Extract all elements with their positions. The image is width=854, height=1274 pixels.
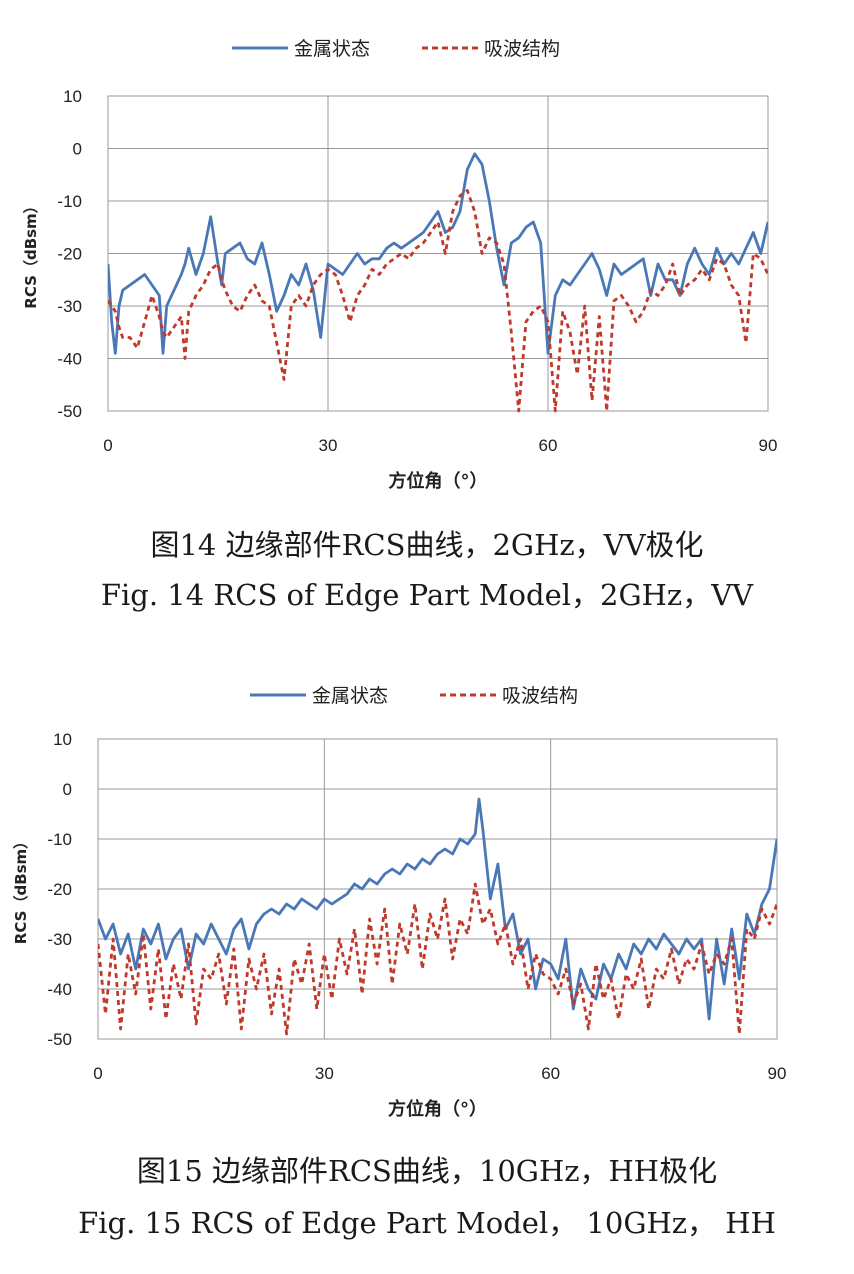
figure-14-caption-en: Fig. 14 RCS of Edge Part Model，2GHz，VV — [100, 578, 754, 612]
figure-15: 10 0 -10 -20 -30 -40 -50 0 30 60 90 方位角（°） RCS（dBsm）… — [0, 660, 854, 1240]
x-tick-label: 30 — [319, 436, 338, 455]
y-tick-label: -30 — [47, 930, 72, 949]
y-tick-label: -10 — [47, 830, 72, 849]
y-tick-label: -10 — [57, 192, 82, 211]
y-axis-label: RCS（dBsm） — [22, 198, 40, 308]
y-tick-label: -50 — [57, 402, 82, 421]
y-axis-label: RCS（dBsm） — [12, 834, 30, 944]
x-tick-label: 90 — [759, 436, 778, 455]
legend-label: 吸波结构 — [484, 38, 560, 60]
y-tick-label: -20 — [47, 880, 72, 899]
x-tick-label: 30 — [315, 1064, 334, 1083]
x-tick-label: 0 — [103, 436, 112, 455]
figure-14-caption-cn: 图14 边缘部件RCS曲线，2GHz，VV极化 — [150, 528, 704, 562]
x-tick-label: 0 — [93, 1064, 102, 1083]
y-tick-label: 0 — [63, 780, 72, 799]
series-line-metal-state — [98, 797, 777, 1021]
legend-label: 金属状态 — [294, 38, 370, 60]
figure-15-caption-en: Fig. 15 RCS of Edge Part Model， 10GHz， H… — [78, 1206, 776, 1240]
x-tick-label: 60 — [541, 1064, 560, 1083]
x-tick-label: 60 — [539, 436, 558, 455]
rcs-chart-10ghz-hh: 10 0 -10 -20 -30 -40 -50 0 30 60 90 方位角（°） RCS（dBsm）… — [12, 685, 787, 1120]
y-tick-label: -20 — [57, 245, 82, 264]
y-tick-label: 10 — [63, 87, 82, 106]
y-tick-label: 0 — [73, 140, 82, 159]
y-tick-label: -50 — [47, 1030, 72, 1049]
figure-14: 10 0 -10 -20 -30 -40 -50 0 30 60 90 方位角（°） RCS（dBsm）… — [0, 0, 854, 612]
y-tick-label: -40 — [47, 980, 72, 999]
figure-15-caption-cn: 图15 边缘部件RCS曲线，10GHz，HH极化 — [136, 1154, 718, 1188]
y-tick-label: -30 — [57, 297, 82, 316]
x-axis-label: 方位角（°） — [389, 470, 488, 492]
legend-label: 金属状态 — [312, 685, 388, 707]
x-axis-label: 方位角（°） — [388, 1098, 487, 1120]
legend-label: 吸波结构 — [502, 685, 578, 707]
series-line-absorbing-structure — [108, 189, 768, 413]
y-tick-label: 10 — [53, 730, 72, 749]
x-tick-label: 90 — [768, 1064, 787, 1083]
y-tick-label: -40 — [57, 350, 82, 369]
rcs-chart-2ghz-vv: 10 0 -10 -20 -30 -40 -50 0 30 60 90 方位角（°） RCS（dBsm）… — [22, 38, 778, 492]
